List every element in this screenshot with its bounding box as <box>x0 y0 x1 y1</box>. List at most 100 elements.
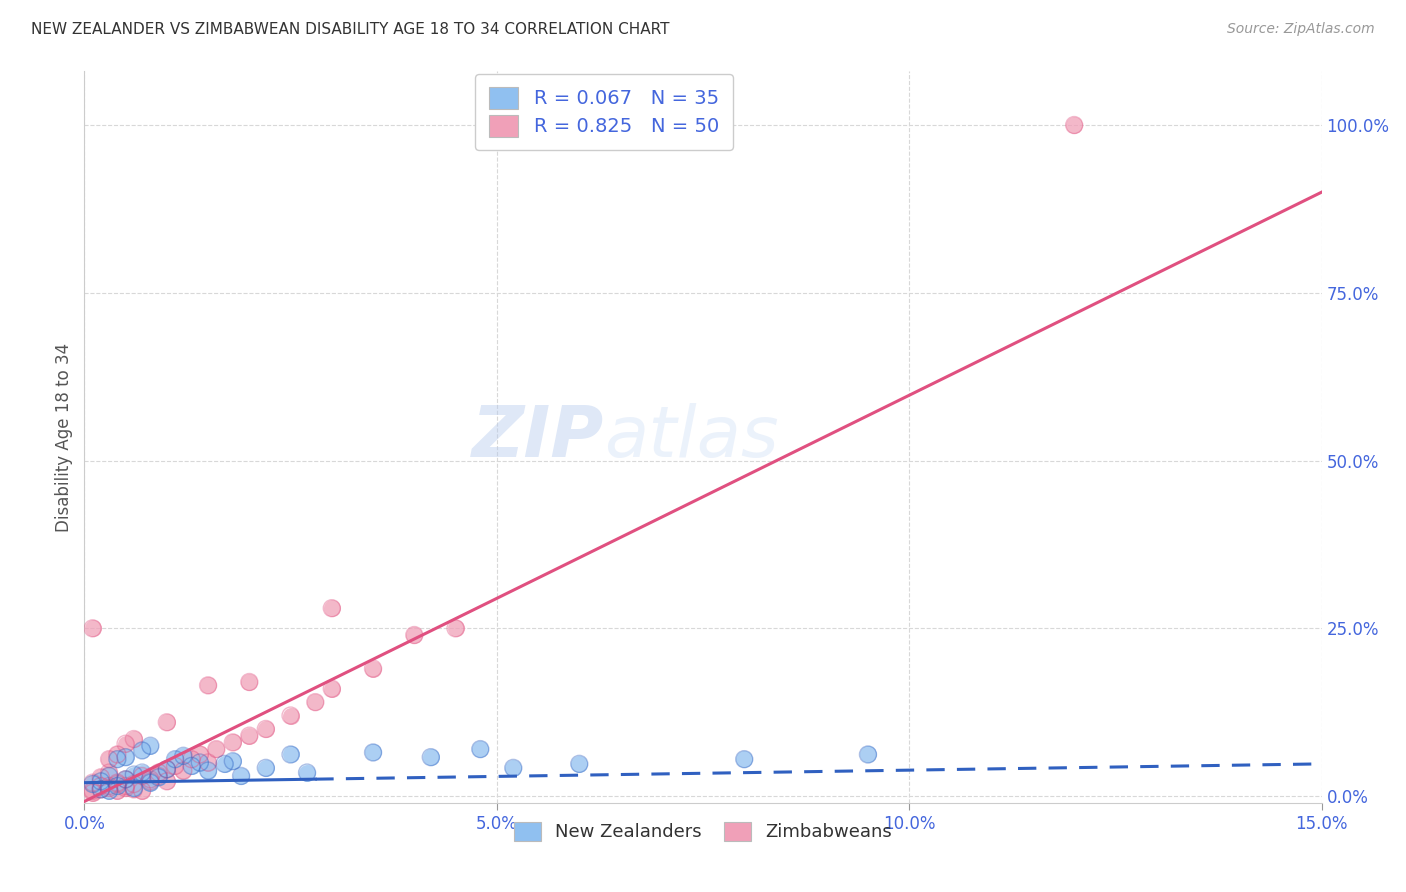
Point <box>114 772 136 787</box>
Point <box>105 775 128 789</box>
Point <box>214 756 236 771</box>
Point <box>856 747 879 762</box>
Point <box>131 783 153 797</box>
Point <box>82 783 104 797</box>
Point <box>82 775 104 789</box>
Point <box>419 750 441 764</box>
Point <box>361 662 384 676</box>
Point <box>105 783 128 797</box>
Point <box>98 769 121 783</box>
Point <box>90 774 112 789</box>
Text: Source: ZipAtlas.com: Source: ZipAtlas.com <box>1227 22 1375 37</box>
Point <box>214 756 236 771</box>
Point <box>82 777 104 791</box>
Point <box>98 769 121 783</box>
Point <box>502 761 524 775</box>
Point <box>304 695 326 709</box>
Point <box>122 782 145 797</box>
Point <box>404 628 426 642</box>
Point <box>90 774 112 789</box>
Point <box>502 761 524 775</box>
Point <box>733 752 755 766</box>
Point <box>114 772 136 787</box>
Point <box>172 764 194 778</box>
Point <box>238 729 260 743</box>
Point <box>156 715 179 730</box>
Point <box>197 764 219 778</box>
Point <box>1063 118 1085 132</box>
Point <box>444 621 467 635</box>
Point <box>139 774 162 789</box>
Point <box>205 742 228 756</box>
Point <box>131 769 153 783</box>
Point <box>98 765 121 780</box>
Point <box>139 739 162 753</box>
Point <box>105 777 128 791</box>
Point <box>131 769 153 783</box>
Point <box>105 747 128 762</box>
Point <box>139 739 162 753</box>
Point <box>444 621 467 635</box>
Point <box>131 765 153 780</box>
Point <box>98 765 121 780</box>
Point <box>295 765 318 780</box>
Point <box>90 782 112 797</box>
Point <box>156 762 179 776</box>
Point <box>114 737 136 751</box>
Point <box>238 675 260 690</box>
Point <box>114 750 136 764</box>
Point <box>82 786 104 800</box>
Point <box>197 756 219 770</box>
Point <box>131 783 153 797</box>
Point <box>114 779 136 793</box>
Point <box>222 735 245 749</box>
Point <box>114 737 136 751</box>
Point <box>304 695 326 709</box>
Point <box>90 782 112 797</box>
Point <box>156 762 179 776</box>
Point <box>733 752 755 766</box>
Point <box>148 769 170 783</box>
Point <box>82 775 104 789</box>
Point <box>172 748 194 763</box>
Point <box>222 735 245 749</box>
Point <box>105 783 128 797</box>
Point <box>165 752 187 766</box>
Y-axis label: Disability Age 18 to 34: Disability Age 18 to 34 <box>55 343 73 532</box>
Point <box>180 752 202 766</box>
Point <box>222 754 245 768</box>
Point <box>98 752 121 766</box>
Point <box>122 777 145 791</box>
Point <box>188 756 211 770</box>
Point <box>197 764 219 778</box>
Point <box>180 759 202 773</box>
Point <box>188 756 211 770</box>
Point <box>419 750 441 764</box>
Point <box>98 779 121 793</box>
Point <box>98 783 121 797</box>
Point <box>98 780 121 795</box>
Point <box>321 601 343 615</box>
Point <box>470 742 492 756</box>
Point <box>568 756 591 771</box>
Point <box>295 765 318 780</box>
Point <box>148 770 170 784</box>
Point <box>197 756 219 770</box>
Point <box>98 752 121 766</box>
Point <box>114 779 136 793</box>
Point <box>361 746 384 760</box>
Point <box>229 769 252 783</box>
Point <box>114 780 136 795</box>
Point <box>254 722 277 736</box>
Point <box>222 754 245 768</box>
Point <box>105 777 128 791</box>
Point <box>122 732 145 747</box>
Point <box>148 765 170 780</box>
Point <box>180 759 202 773</box>
Point <box>139 775 162 789</box>
Point <box>321 601 343 615</box>
Point <box>229 769 252 783</box>
Point <box>122 767 145 781</box>
Point <box>98 779 121 793</box>
Point <box>280 708 302 723</box>
